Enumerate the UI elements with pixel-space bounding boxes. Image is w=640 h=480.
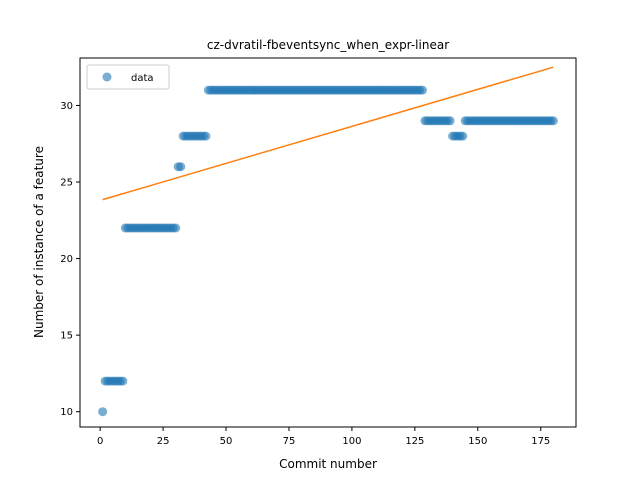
- legend: data: [86, 64, 170, 90]
- x-tick-label: 175: [531, 436, 550, 447]
- x-tick-label: 0: [97, 436, 103, 447]
- data-point: [445, 116, 455, 126]
- data-point: [98, 407, 108, 417]
- y-tick-label: 15: [60, 331, 73, 342]
- data-point: [171, 223, 181, 233]
- legend-box: [86, 64, 170, 90]
- x-tick-label: 75: [283, 436, 296, 447]
- data-point: [118, 376, 128, 386]
- x-tick-label: 25: [157, 436, 170, 447]
- chart-title: cz-dvratil-fbeventsync_when_expr-linear: [207, 38, 449, 52]
- legend-label: data: [131, 73, 154, 84]
- fit-line: [102, 66, 554, 201]
- fit-line-group: [102, 66, 554, 201]
- y-tick-label: 10: [60, 407, 73, 418]
- x-tick-label: 150: [468, 436, 487, 447]
- data-point: [458, 131, 468, 141]
- data-point: [417, 85, 427, 95]
- x-tick-label: 50: [220, 436, 233, 447]
- data-points: [98, 85, 558, 417]
- data-point: [201, 131, 211, 141]
- data-point: [176, 162, 186, 172]
- legend-marker: [102, 72, 112, 82]
- plot-area: [80, 58, 576, 427]
- data-point: [548, 116, 558, 126]
- x-tick-label: 125: [405, 436, 424, 447]
- y-axis-title: Number of instance of a feature: [32, 146, 46, 338]
- y-tick-label: 25: [60, 178, 73, 189]
- x-axis: 0 25 50 75 100 125 150 175: [97, 427, 550, 447]
- x-tick-label: 100: [342, 436, 361, 447]
- y-tick-label: 30: [60, 101, 73, 112]
- plot-frame: [79, 57, 577, 428]
- y-axis: 10 15 20 25 30: [60, 101, 80, 418]
- y-tick-label: 20: [60, 254, 73, 265]
- x-axis-title: Commit number: [279, 457, 377, 471]
